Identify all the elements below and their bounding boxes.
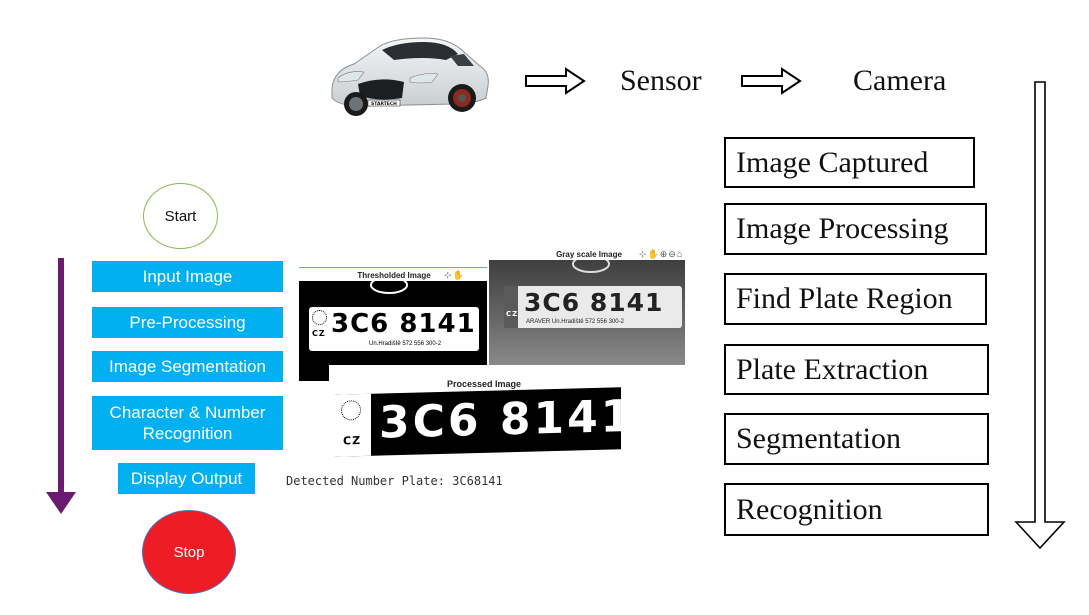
- pipeline-down-arrow: [1012, 80, 1068, 557]
- stage-label: Recognition: [736, 493, 883, 527]
- flow-step-label: Pre-Processing: [129, 312, 245, 333]
- stage-label: Image Processing: [736, 212, 948, 246]
- arrow-car-to-sensor: [524, 67, 586, 100]
- sensor-label: Sensor: [620, 64, 702, 98]
- grayscale-image-title: Gray scale Image: [534, 250, 644, 259]
- car-image: STARTECH: [324, 26, 492, 118]
- camera-label: Camera: [853, 64, 946, 98]
- flow-step-display-output: Display Output: [118, 463, 255, 494]
- thresholded-plate-text: 3C6 8141: [331, 309, 476, 339]
- thresholded-image-title: Thresholded Image: [339, 271, 449, 280]
- thresholded-plate: CZ 3C6 8141 Un.Hradiště 572 556 300-2: [309, 307, 479, 351]
- processed-plate-text: 3C6 8141: [379, 391, 634, 449]
- thresholded-footer: Un.Hradiště 572 556 300-2: [369, 341, 441, 347]
- thresholded-panel-topline: [299, 267, 487, 268]
- car-logo-icon: [369, 281, 409, 295]
- figure-toolbar-icons: ⊹✋⊕⊖⌂: [639, 249, 683, 260]
- start-label: Start: [165, 208, 197, 225]
- thresholded-image-panel: Thresholded Image ⊹✋⊕⊖⌂ CZ 3C6 8141 Un.H…: [299, 267, 487, 381]
- flow-step-label: Image Segmentation: [109, 356, 266, 377]
- grayscale-image-panel: Gray scale Image ⊹✋⊕⊖⌂ CZ 3C6 8141 ARAVE…: [489, 248, 685, 365]
- stage-segmentation: Segmentation: [724, 413, 989, 465]
- stage-label: Plate Extraction: [736, 353, 928, 387]
- stop-node: Stop: [142, 510, 236, 594]
- stage-label: Segmentation: [736, 422, 901, 456]
- flow-step-image-segmentation: Image Segmentation: [92, 351, 283, 382]
- stage-image-processing: Image Processing: [724, 203, 987, 255]
- flow-step-input-image: Input Image: [92, 261, 283, 292]
- stage-recognition: Recognition: [724, 483, 989, 536]
- flow-step-label: Input Image: [143, 266, 233, 287]
- detected-plate-result: Detected Number Plate: 3C68141: [286, 474, 503, 488]
- stop-label: Stop: [174, 544, 205, 561]
- stage-find-plate-region: Find Plate Region: [724, 273, 987, 325]
- flow-step-label: Display Output: [131, 468, 243, 489]
- grayscale-image-body: CZ 3C6 8141 ARAVER Un.Hradiště 572 556 3…: [489, 260, 685, 365]
- car-logo-icon: [571, 260, 611, 274]
- flow-step-pre-processing: Pre-Processing: [92, 307, 283, 338]
- grayscale-country: CZ: [506, 310, 518, 318]
- stage-label: Find Plate Region: [736, 282, 953, 316]
- flow-step-character-recognition: Character & Number Recognition: [92, 396, 283, 450]
- flow-down-arrow: [44, 258, 78, 521]
- grayscale-footer: ARAVER Un.Hradiště 572 556 300-2: [526, 319, 624, 325]
- processed-image-title: Processed Image: [429, 379, 539, 389]
- stage-image-captured: Image Captured: [724, 137, 975, 188]
- stage-plate-extraction: Plate Extraction: [724, 344, 989, 395]
- thresholded-country: CZ: [312, 329, 326, 338]
- grayscale-plate-text: 3C6 8141: [524, 288, 663, 317]
- car-badge-text: STARTECH: [371, 101, 397, 107]
- processed-image-panel: Processed Image CZ 3C6 8141: [329, 365, 635, 475]
- flow-step-label: Character & Number Recognition: [106, 402, 269, 445]
- start-node: Start: [143, 183, 218, 249]
- arrow-sensor-to-camera: [740, 67, 802, 100]
- eu-band: [504, 286, 518, 328]
- eu-stars-icon: [312, 310, 327, 325]
- grayscale-plate: CZ 3C6 8141 ARAVER Un.Hradiště 572 556 3…: [504, 286, 682, 328]
- processed-plate: CZ 3C6 8141: [335, 387, 621, 456]
- stage-label: Image Captured: [736, 146, 928, 180]
- processed-country: CZ: [343, 434, 361, 447]
